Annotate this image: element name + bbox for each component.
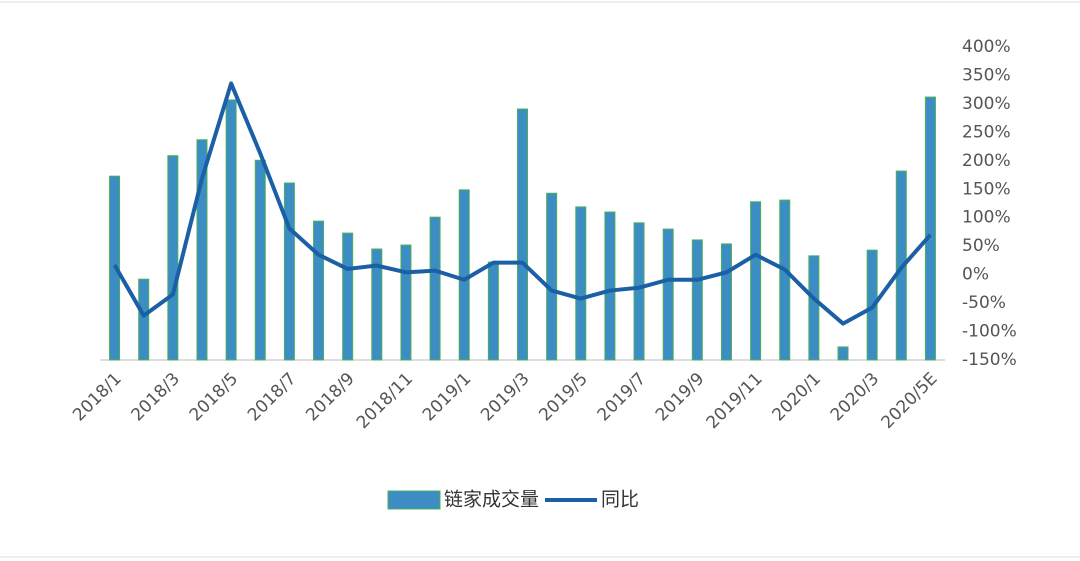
x-tick-label: 2019/7 bbox=[594, 369, 650, 425]
bar bbox=[254, 159, 266, 361]
bar bbox=[779, 199, 791, 361]
bar bbox=[225, 99, 237, 361]
x-tick-label: 2018/1 bbox=[69, 369, 125, 425]
legend-label: 链家成交量 bbox=[444, 489, 539, 511]
y-tick-label: -50% bbox=[962, 293, 1006, 313]
x-tick-label: 2020/5E bbox=[877, 369, 941, 433]
legend-label: 同比 bbox=[601, 489, 639, 511]
legend-swatch bbox=[387, 490, 441, 510]
bar bbox=[458, 189, 470, 361]
x-tick-label: 2018/3 bbox=[127, 369, 183, 425]
y-tick-label: 350% bbox=[962, 65, 1011, 85]
bar bbox=[138, 278, 150, 361]
bar bbox=[924, 96, 936, 361]
bar bbox=[750, 201, 762, 361]
bar bbox=[487, 261, 499, 361]
y-tick-label: 300% bbox=[962, 94, 1011, 114]
x-tick-label: 2020/3 bbox=[827, 369, 883, 425]
y-tick-label: 400% bbox=[962, 37, 1011, 57]
x-tick-label: 2018/9 bbox=[302, 369, 358, 425]
x-tick-label: 2019/11 bbox=[703, 369, 767, 433]
y-tick-label: 50% bbox=[962, 236, 1000, 256]
x-tick-label: 2019/3 bbox=[477, 369, 533, 425]
line bbox=[112, 81, 932, 326]
bar bbox=[371, 248, 383, 361]
x-tick-label: 2018/7 bbox=[244, 369, 300, 425]
bar bbox=[808, 255, 820, 361]
x-tick-label: 2018/5 bbox=[186, 369, 242, 425]
y-tick-label: 100% bbox=[962, 208, 1011, 228]
bar bbox=[167, 155, 179, 361]
x-tick-label: 2018/11 bbox=[353, 369, 417, 433]
bar bbox=[313, 220, 325, 361]
y-tick-label: -100% bbox=[962, 322, 1017, 342]
y-tick-label: 250% bbox=[962, 122, 1011, 142]
bar bbox=[691, 239, 703, 361]
bar bbox=[196, 139, 208, 361]
x-tick-label: 2020/1 bbox=[769, 369, 825, 425]
y-tick-label: 150% bbox=[962, 179, 1011, 199]
y-tick-label: -150% bbox=[962, 350, 1017, 370]
x-tick-label: 2019/9 bbox=[652, 369, 708, 425]
bar bbox=[720, 243, 732, 361]
bar bbox=[662, 228, 674, 361]
x-tick-label: 2019/5 bbox=[535, 369, 591, 425]
y-tick-label: 200% bbox=[962, 151, 1011, 171]
bar bbox=[546, 192, 558, 361]
bar bbox=[837, 346, 849, 361]
legend: 链家成交量 同比 bbox=[387, 489, 639, 511]
bar bbox=[517, 108, 528, 361]
y-tick-label: 0% bbox=[962, 265, 989, 285]
bar bbox=[283, 182, 295, 361]
bar bbox=[604, 211, 616, 361]
bar bbox=[342, 232, 354, 361]
bar bbox=[400, 244, 412, 361]
bar bbox=[429, 216, 441, 361]
bar bbox=[633, 222, 645, 361]
x-tick-label: 2019/1 bbox=[419, 369, 475, 425]
bar bbox=[575, 206, 587, 361]
